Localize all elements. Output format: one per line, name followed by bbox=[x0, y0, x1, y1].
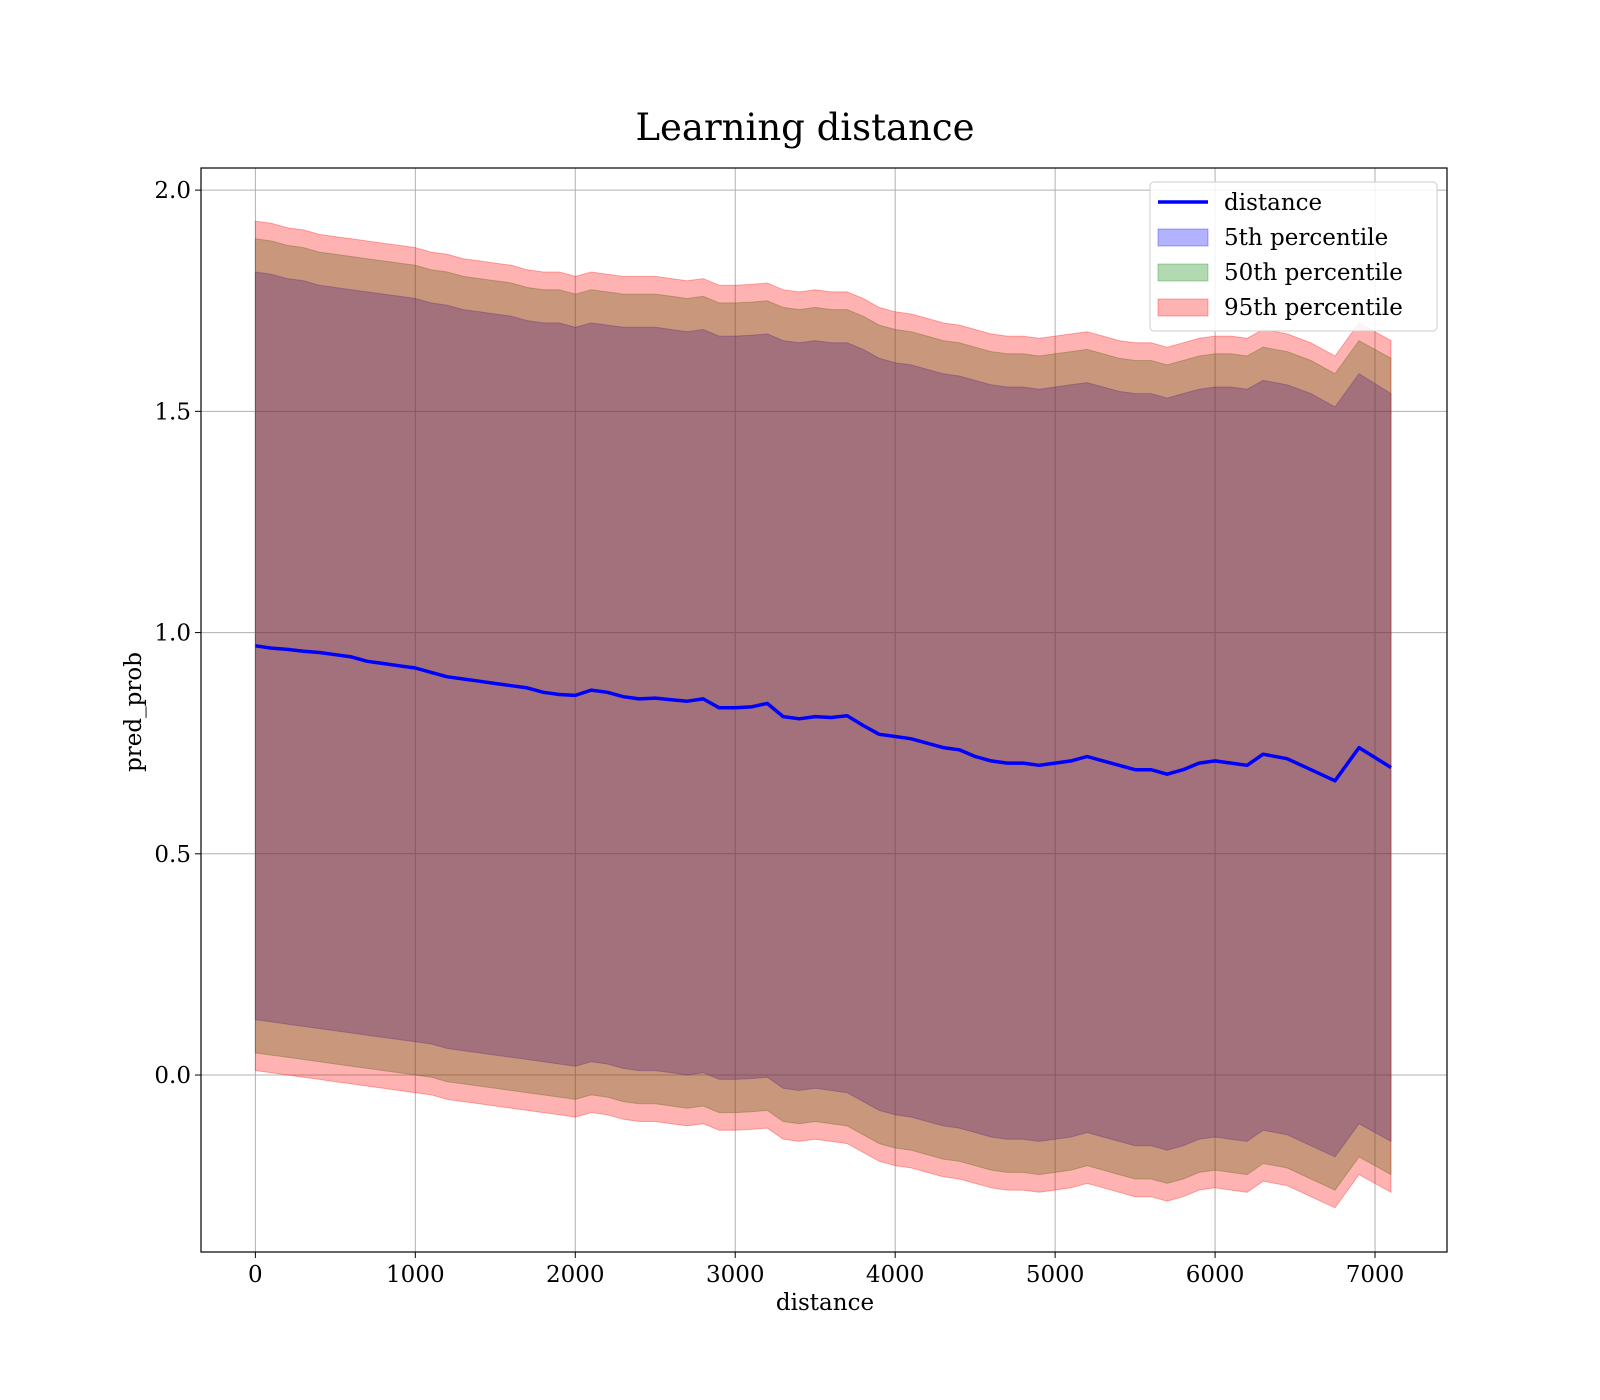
x-tick-label-1: 1000 bbox=[386, 1262, 445, 1288]
chart-title: Learning distance bbox=[635, 106, 974, 149]
y-tick-label-3: 1.5 bbox=[154, 399, 191, 425]
legend-swatch-3 bbox=[1157, 298, 1209, 317]
legend-label-0: distance bbox=[1224, 190, 1322, 216]
y-axis-ticks: 0.0 0.5 1.0 1.5 2.0 bbox=[154, 178, 201, 1089]
series-line-distance bbox=[255, 644, 1392, 783]
y-tick-label-4: 2.0 bbox=[154, 178, 191, 204]
band-50th-percentile bbox=[254, 238, 1392, 1191]
x-axis-label: distance bbox=[776, 1290, 874, 1316]
x-tick-label-2: 2000 bbox=[546, 1262, 605, 1288]
x-tick-label-6: 6000 bbox=[1186, 1262, 1245, 1288]
x-tick-label-7: 7000 bbox=[1346, 1262, 1405, 1288]
legend-label-1: 5th percentile bbox=[1224, 225, 1388, 251]
y-tick-label-2: 1.0 bbox=[154, 621, 191, 647]
x-tick-label-5: 5000 bbox=[1026, 1262, 1085, 1288]
legend-swatch-1 bbox=[1157, 228, 1209, 247]
legend-swatch-2 bbox=[1157, 263, 1209, 282]
legend-label-2: 50th percentile bbox=[1224, 260, 1403, 286]
y-tick-label-1: 0.5 bbox=[154, 842, 191, 868]
legend-label-3: 95th percentile bbox=[1224, 295, 1403, 321]
legend: distance 5th percentile 50th percentile 95t… bbox=[1149, 181, 1438, 332]
x-tick-label-0: 0 bbox=[248, 1262, 263, 1288]
lines bbox=[255, 644, 1392, 783]
y-tick-label-0: 0.0 bbox=[154, 1063, 191, 1089]
y-axis-label: pred_prob bbox=[121, 652, 147, 772]
x-tick-label-4: 4000 bbox=[866, 1262, 925, 1288]
bands bbox=[254, 220, 1392, 1209]
plot-frame bbox=[200, 167, 1448, 1253]
x-tick-label-3: 3000 bbox=[706, 1262, 765, 1288]
legend-frame bbox=[1149, 181, 1438, 332]
x-axis-ticks: 0 1000 2000 3000 4000 5000 6000 7000 bbox=[248, 1252, 1404, 1288]
band-95th-percentile bbox=[254, 220, 1392, 1209]
band-5th-percentile bbox=[254, 271, 1392, 1158]
